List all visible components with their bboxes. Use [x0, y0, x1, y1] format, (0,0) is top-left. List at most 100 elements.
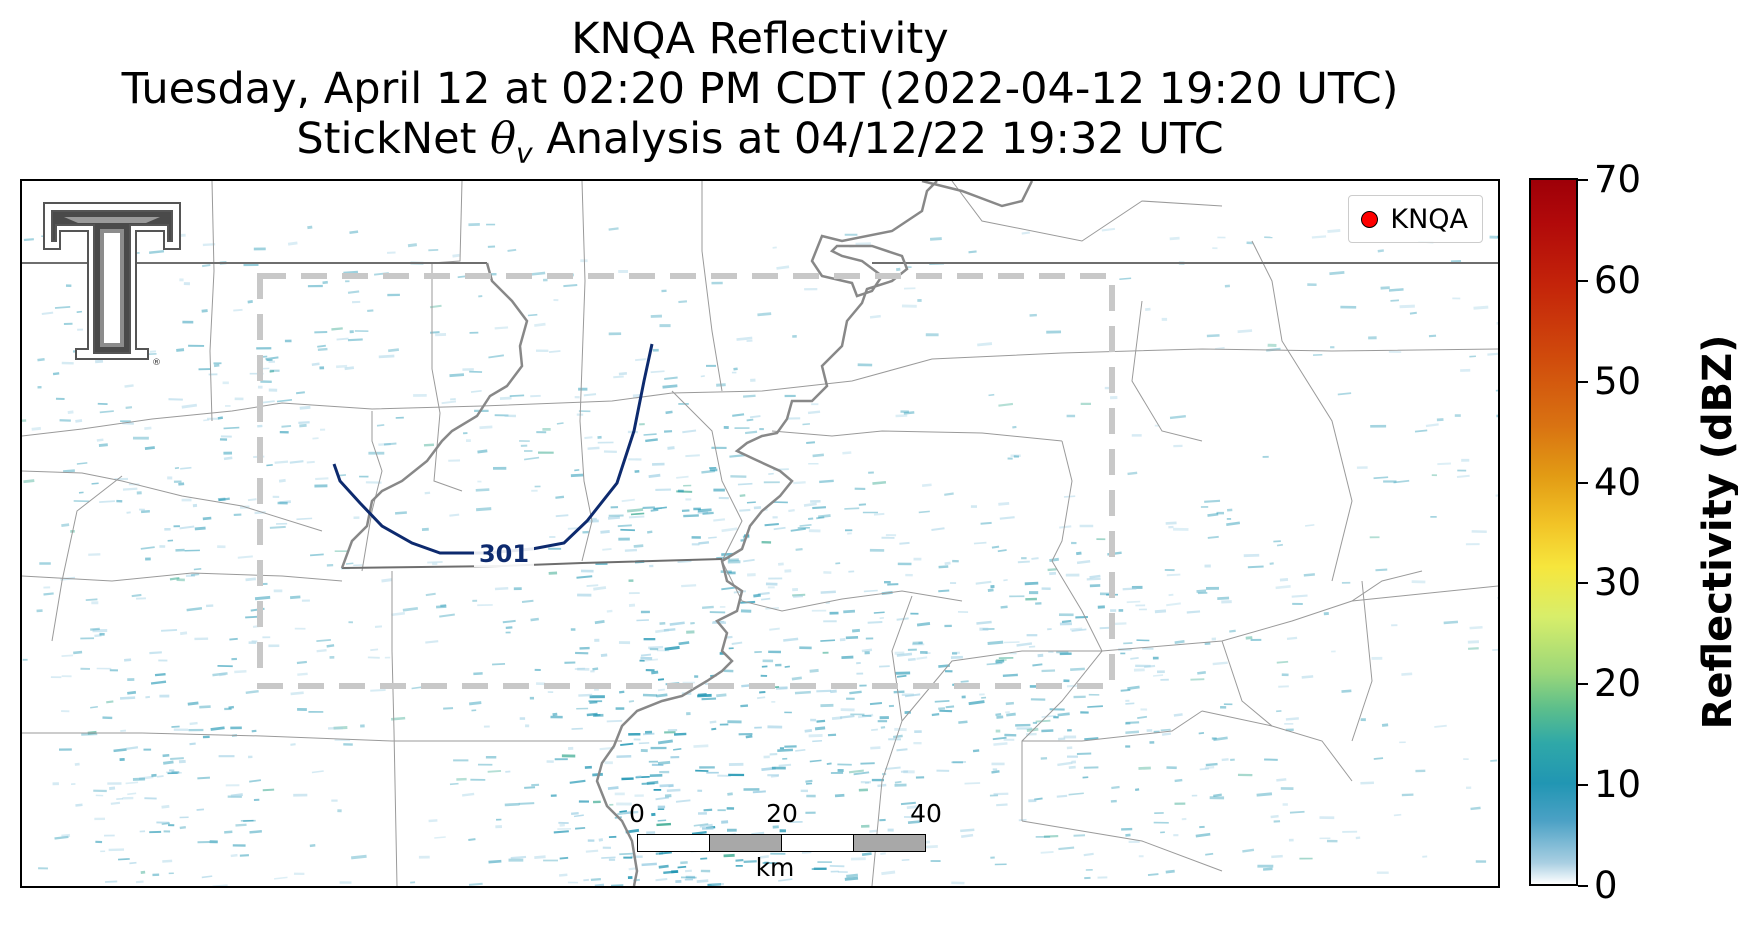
- echo-pixel: [1005, 701, 1014, 706]
- colorbar-label-20: 20: [1594, 662, 1642, 705]
- echo-pixel: [845, 529, 853, 532]
- echo-pixel: [682, 429, 697, 434]
- echo-pixel: [312, 437, 319, 440]
- echo-pixel: [1292, 602, 1303, 606]
- echo-pixel: [495, 825, 503, 829]
- echo-pixel: [486, 223, 496, 226]
- echo-pixel: [590, 877, 601, 881]
- echo-pixel: [792, 587, 799, 592]
- echo-pixel: [989, 794, 999, 797]
- echo-pixel: [879, 665, 890, 668]
- echo-pixel: [201, 875, 213, 879]
- echo-pixel: [1049, 708, 1065, 711]
- echo-pixel: [1127, 685, 1140, 690]
- echo-pixel: [65, 284, 72, 288]
- echo-pixel: [846, 697, 855, 700]
- echo-pixel: [970, 505, 978, 508]
- echo-pixel: [1015, 723, 1031, 727]
- county-line: [671, 390, 743, 562]
- echo-pixel: [952, 652, 958, 655]
- echo-pixel: [251, 640, 258, 643]
- echo-pixel: [531, 271, 546, 276]
- echo-pixel: [1125, 745, 1131, 748]
- echo-pixel: [196, 808, 205, 811]
- echo-pixel: [1006, 712, 1016, 717]
- echo-pixel: [91, 601, 99, 605]
- echo-pixel: [884, 766, 901, 770]
- echo-pixel: [353, 564, 363, 567]
- echo-pixel: [268, 388, 278, 392]
- echo-pixel: [1196, 589, 1207, 593]
- echo-pixel: [189, 742, 196, 746]
- echo-pixel: [578, 693, 593, 697]
- echo-pixel: [61, 710, 70, 713]
- echo-pixel: [858, 503, 867, 506]
- echo-pixel: [1278, 685, 1289, 688]
- echo-pixel: [315, 477, 329, 481]
- echo-pixel: [717, 809, 726, 812]
- echo-pixel: [1030, 698, 1046, 701]
- echo-pixel: [621, 498, 635, 503]
- echo-pixel: [745, 734, 753, 739]
- echo-pixel: [1097, 605, 1105, 609]
- echo-pixel: [649, 564, 654, 568]
- echo-pixel: [144, 446, 155, 450]
- echo-pixel: [646, 831, 656, 834]
- echo-pixel: [74, 762, 80, 766]
- echo-pixel: [331, 327, 343, 331]
- echo-pixel: [228, 705, 235, 709]
- colorbar-title: Reflectivity (dBZ): [1695, 334, 1738, 730]
- theta-v-contour: 301: [332, 343, 654, 568]
- echo-pixel: [750, 378, 756, 382]
- echo-pixel: [543, 859, 558, 862]
- echo-pixel: [410, 881, 416, 884]
- echo-pixel: [915, 776, 925, 779]
- echo-pixel: [709, 611, 726, 614]
- echo-pixel: [888, 704, 894, 708]
- echo-pixel: [1040, 850, 1054, 854]
- echo-pixel: [230, 853, 238, 858]
- echo-pixel: [388, 348, 400, 353]
- echo-pixel: [778, 878, 793, 882]
- echo-pixel: [931, 713, 940, 717]
- county-line: [22, 348, 1498, 437]
- echo-pixel: [680, 861, 688, 865]
- echo-pixel: [760, 674, 768, 677]
- echo-pixel: [1355, 836, 1361, 840]
- echo-pixel: [922, 483, 932, 487]
- echo-pixel: [139, 508, 145, 511]
- county-line: [431, 181, 463, 492]
- county-line: [1221, 640, 1273, 727]
- reflectivity-colorbar: [1529, 178, 1578, 886]
- echo-pixel: [737, 482, 753, 486]
- echo-pixel: [657, 688, 665, 692]
- echo-pixel: [900, 770, 908, 773]
- echo-pixel: [1342, 830, 1358, 833]
- echo-pixel: [699, 766, 715, 769]
- echo-pixel: [165, 771, 182, 774]
- echo-pixel: [1371, 656, 1383, 660]
- echo-pixel: [1467, 640, 1480, 644]
- echo-pixel: [756, 696, 766, 700]
- echo-pixel: [594, 620, 605, 625]
- echo-pixel: [814, 726, 826, 731]
- echo-pixel: [853, 771, 870, 776]
- echo-pixel: [645, 438, 658, 443]
- echo-pixel: [727, 828, 737, 832]
- echo-pixel: [806, 794, 816, 798]
- echo-pixel: [179, 816, 189, 819]
- echo-pixel: [673, 748, 682, 751]
- echo-pixel: [1032, 663, 1043, 667]
- echo-pixel: [860, 780, 871, 784]
- echo-pixel: [1086, 577, 1101, 581]
- echo-pixel: [1076, 752, 1092, 755]
- echo-pixel: [804, 287, 818, 291]
- echo-pixel: [219, 672, 226, 677]
- echo-pixel: [1204, 499, 1221, 503]
- echo-pixel: [606, 719, 623, 723]
- echo-pixel: [817, 861, 832, 863]
- map-panel[interactable]: 301 ® KNQA 0 20 40 km: [20, 179, 1500, 888]
- echo-pixel: [239, 854, 249, 857]
- echo-pixel: [1047, 568, 1057, 572]
- echo-pixel: [701, 697, 717, 701]
